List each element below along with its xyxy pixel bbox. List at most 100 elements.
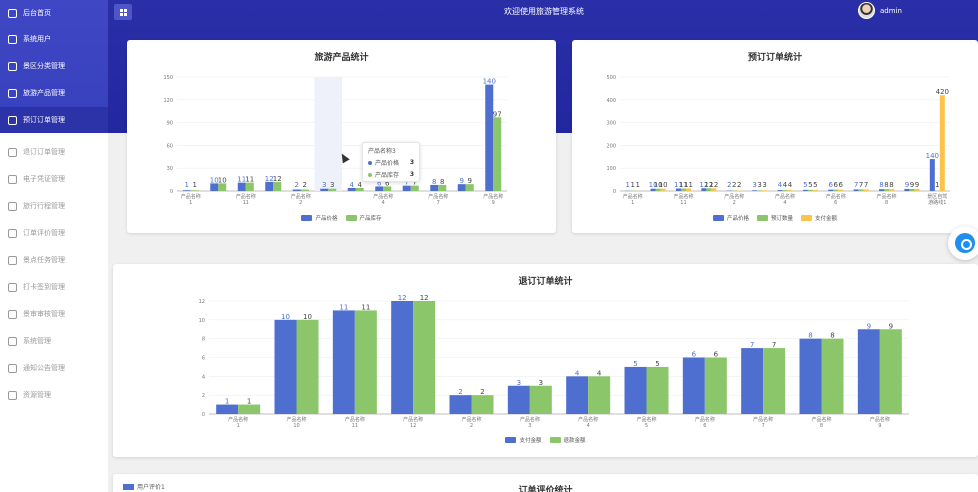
- bar[interactable]: [320, 188, 329, 191]
- bar[interactable]: [190, 190, 199, 191]
- sidebar-item-6[interactable]: 退订订单管理: [0, 139, 108, 165]
- bar[interactable]: [807, 189, 813, 191]
- bar[interactable]: [741, 348, 764, 414]
- bar[interactable]: [430, 184, 439, 191]
- sidebar-item-7[interactable]: 电子凭证管理: [0, 166, 108, 192]
- bar[interactable]: [680, 188, 686, 191]
- bar[interactable]: [762, 190, 768, 191]
- bar[interactable]: [328, 188, 337, 191]
- bar[interactable]: [438, 184, 447, 191]
- bar[interactable]: [391, 301, 414, 414]
- sidebar-item-10[interactable]: 景点任务管理: [0, 247, 108, 273]
- bar[interactable]: [812, 189, 818, 191]
- bar[interactable]: [763, 348, 786, 414]
- bar[interactable]: [914, 188, 920, 191]
- sidebar-item-9[interactable]: 订单评价管理: [0, 220, 108, 246]
- bar[interactable]: [493, 117, 502, 191]
- bar[interactable]: [237, 182, 246, 191]
- bar[interactable]: [624, 366, 647, 414]
- sidebar-item-3[interactable]: 景区分类管理: [0, 53, 108, 79]
- bar[interactable]: [853, 189, 859, 191]
- bar[interactable]: [655, 188, 661, 191]
- legend-item[interactable]: 产品价格: [301, 214, 338, 222]
- sidebar-item-13[interactable]: 系统管理: [0, 328, 108, 354]
- bar[interactable]: [909, 188, 915, 191]
- sidebar-item-12[interactable]: 景审审核管理: [0, 301, 108, 327]
- bar[interactable]: [410, 185, 419, 191]
- bar[interactable]: [402, 185, 411, 191]
- bar[interactable]: [799, 338, 822, 414]
- bar[interactable]: [939, 95, 945, 191]
- bar[interactable]: [296, 319, 319, 414]
- sidebar-item-11[interactable]: 打卡签到管理: [0, 274, 108, 300]
- legend-item[interactable]: 产品价格: [712, 214, 749, 222]
- bar[interactable]: [273, 181, 282, 191]
- bar[interactable]: [685, 188, 691, 191]
- bar[interactable]: [787, 190, 793, 191]
- sidebar-item-4[interactable]: 旅游产品管理: [0, 80, 108, 106]
- bar[interactable]: [701, 188, 707, 191]
- bar[interactable]: [507, 385, 530, 414]
- bar[interactable]: [457, 184, 466, 191]
- bar[interactable]: [347, 187, 356, 191]
- bar[interactable]: [828, 189, 834, 191]
- bar[interactable]: [863, 189, 869, 191]
- help-float-button[interactable]: [948, 226, 978, 260]
- bar[interactable]: [929, 159, 935, 191]
- bar[interactable]: [238, 404, 261, 414]
- bar[interactable]: [375, 186, 384, 191]
- bar[interactable]: [265, 181, 274, 191]
- bar[interactable]: [706, 188, 712, 191]
- bar[interactable]: [879, 189, 885, 191]
- legend-item[interactable]: 用户评价1: [123, 482, 165, 491]
- bar[interactable]: [485, 84, 494, 191]
- bar[interactable]: [465, 184, 474, 191]
- bar[interactable]: [884, 189, 890, 191]
- bar[interactable]: [782, 190, 788, 191]
- bar[interactable]: [332, 310, 355, 414]
- bar[interactable]: [752, 190, 758, 191]
- sidebar-item-8[interactable]: 旅行行程管理: [0, 193, 108, 219]
- bar[interactable]: [857, 329, 880, 414]
- bar[interactable]: [889, 189, 895, 191]
- bar[interactable]: [711, 188, 717, 191]
- bar[interactable]: [660, 188, 666, 191]
- sidebar-item-15[interactable]: 资源管理: [0, 382, 108, 408]
- bar[interactable]: [650, 188, 656, 191]
- legend-item[interactable]: 支付金额: [505, 436, 542, 444]
- bar[interactable]: [802, 189, 808, 191]
- bar[interactable]: [704, 357, 727, 415]
- bar[interactable]: [858, 189, 864, 191]
- legend-item[interactable]: 预订数量: [756, 214, 793, 222]
- sidebar-item-14[interactable]: 通知公告管理: [0, 355, 108, 381]
- bar[interactable]: [383, 186, 392, 191]
- bar[interactable]: [245, 182, 254, 191]
- bar[interactable]: [354, 310, 377, 414]
- bar[interactable]: [566, 376, 589, 414]
- bar[interactable]: [449, 395, 472, 414]
- bar[interactable]: [833, 189, 839, 191]
- bar[interactable]: [682, 357, 705, 415]
- bar[interactable]: [904, 188, 910, 191]
- bar[interactable]: [182, 190, 191, 191]
- bar[interactable]: [210, 183, 219, 191]
- bar[interactable]: [675, 188, 681, 191]
- bar[interactable]: [274, 319, 297, 414]
- menu-toggle-button[interactable]: [114, 4, 132, 20]
- bar[interactable]: [355, 187, 364, 191]
- bar[interactable]: [757, 190, 763, 191]
- bar[interactable]: [646, 366, 669, 414]
- sidebar-item-1[interactable]: 后台首页: [0, 0, 108, 26]
- bar[interactable]: [471, 395, 494, 414]
- bar[interactable]: [777, 190, 783, 191]
- legend-item[interactable]: 支付金额: [801, 214, 837, 222]
- bar[interactable]: [216, 404, 239, 414]
- bar[interactable]: [292, 189, 301, 191]
- sidebar-item-5[interactable]: 预订订单管理: [0, 107, 108, 133]
- bar[interactable]: [838, 189, 844, 191]
- legend-item[interactable]: 退款金额: [549, 436, 586, 444]
- bar[interactable]: [879, 329, 902, 414]
